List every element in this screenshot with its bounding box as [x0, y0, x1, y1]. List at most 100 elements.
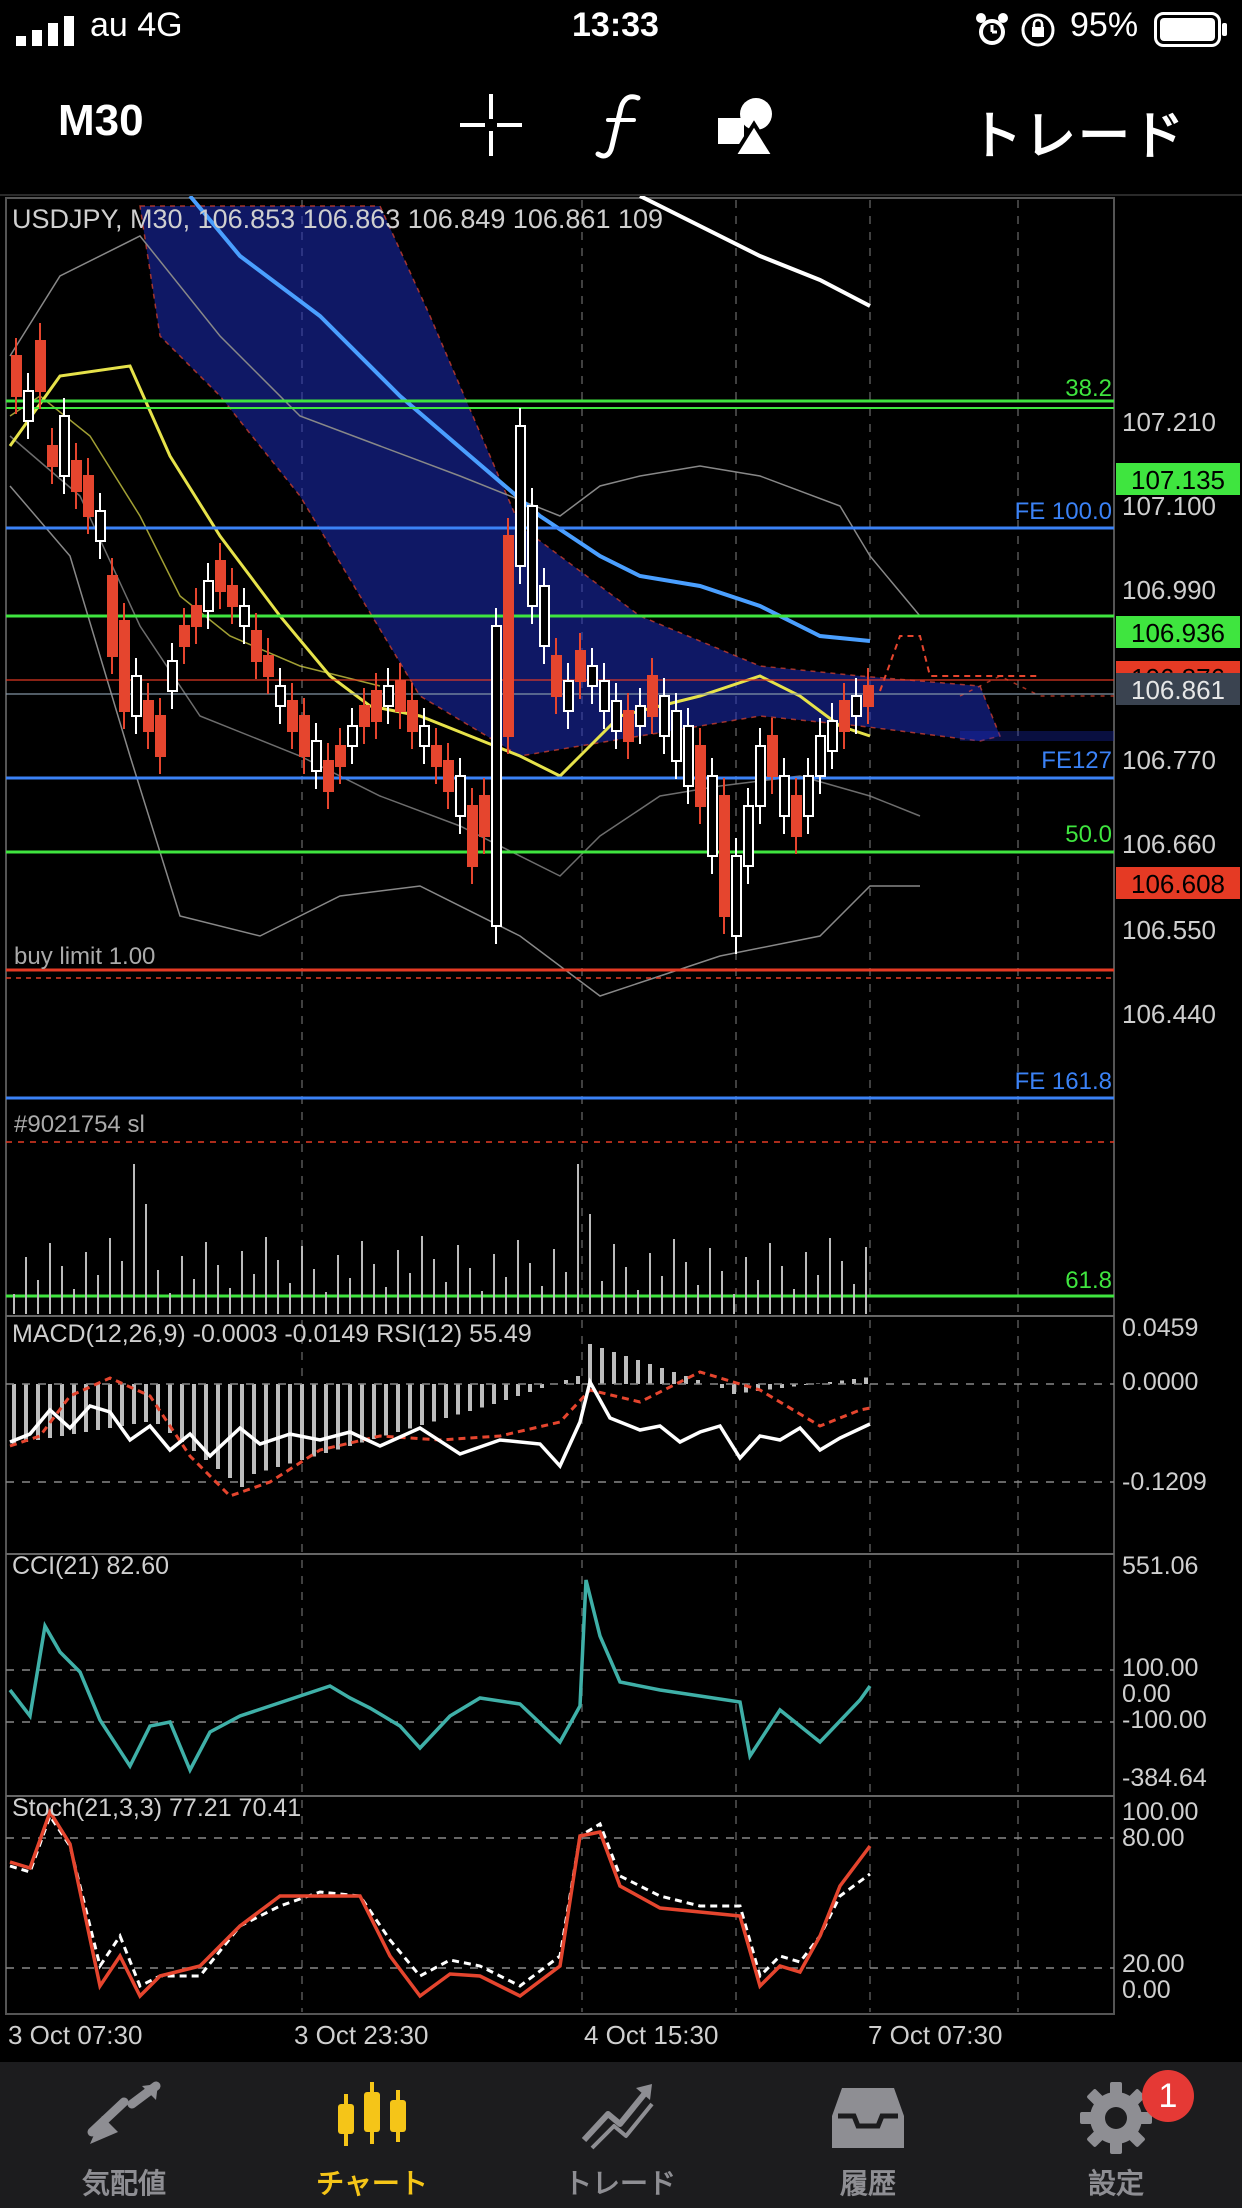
macd-histogram-bar — [192, 1384, 196, 1451]
quotes-icon — [87, 2081, 161, 2144]
candle-body — [707, 775, 718, 857]
trade-button[interactable]: トレード — [969, 108, 1186, 166]
tab-label: トレード — [563, 2168, 676, 2199]
candle-body — [431, 745, 442, 767]
macd-histogram-bar — [444, 1384, 448, 1418]
tab-label: 気配値 — [81, 2168, 166, 2199]
macd-histogram-bar — [324, 1384, 328, 1453]
candle-body — [503, 535, 514, 737]
price-tag: 106.936 — [1131, 618, 1225, 648]
candle-body — [851, 695, 862, 717]
macd-title: MACD(12,26,9) -0.0003 -0.0149 RSI(12) 55… — [12, 1320, 532, 1348]
price-tick: 106.440 — [1122, 999, 1216, 1029]
stoch-title: Stoch(21,3,3) 77.21 70.41 — [12, 1794, 301, 1822]
tab-history[interactable]: 履歴 — [744, 2062, 992, 2208]
macd-histogram-bar — [732, 1384, 736, 1394]
candle-body — [779, 775, 790, 817]
macd-histogram-bar — [576, 1376, 580, 1384]
macd-histogram-bar — [624, 1356, 628, 1384]
candle-body — [179, 625, 190, 647]
rotation-lock-icon — [1021, 13, 1055, 47]
macd-histogram-bar — [720, 1384, 724, 1388]
candle-body — [359, 705, 370, 727]
candle-body — [755, 745, 766, 807]
fib-50-label: 50.0 — [1065, 821, 1112, 848]
settings-icon — [1080, 2082, 1152, 2154]
indicator-scales: 0.04590.0000-0.1209551.06100.000.00-100.… — [1122, 1314, 1207, 2004]
indicator-tick: 551.06 — [1122, 1552, 1198, 1580]
tab-trade[interactable]: トレード — [496, 2062, 744, 2208]
macd-histogram-bar — [600, 1348, 604, 1384]
macd-histogram-bar — [768, 1384, 772, 1390]
candle-body — [635, 705, 646, 727]
macd-histogram-bar — [816, 1383, 820, 1384]
candle-body — [383, 685, 394, 707]
tab-chart[interactable]: チャート — [248, 2062, 496, 2208]
tab-label: 設定 — [1087, 2168, 1144, 2199]
crosshair-icon[interactable] — [456, 90, 526, 160]
candle-body — [791, 795, 802, 837]
candle-body — [251, 630, 262, 662]
candle-body — [71, 460, 82, 492]
candle-body — [563, 680, 574, 712]
indicator-tick: 100.00 — [1122, 1798, 1198, 1826]
candle-body — [827, 720, 838, 752]
period-selector[interactable]: M30 — [58, 96, 144, 145]
macd-histogram-bar — [432, 1384, 436, 1422]
candle-body — [11, 355, 22, 397]
candle-body — [611, 700, 622, 732]
fe-127-label: FE127 — [1041, 747, 1112, 774]
candle-body — [683, 725, 694, 787]
tab-label: 履歴 — [839, 2168, 896, 2199]
chart-toolbar: M30 トレード — [0, 60, 1242, 196]
macd-histogram-bar — [384, 1384, 388, 1436]
macd-histogram-bar — [480, 1384, 484, 1408]
candle-body — [191, 605, 202, 627]
macd-histogram-bar — [492, 1384, 496, 1404]
tab-quotes[interactable]: 気配値 — [0, 2062, 248, 2208]
macd-histogram-bar — [60, 1384, 64, 1436]
price-tag: 107.135 — [1131, 465, 1225, 495]
indicator-tick: 100.00 — [1122, 1654, 1198, 1682]
macd-histogram-bar — [300, 1384, 304, 1460]
candle-body — [647, 675, 658, 717]
tab-bar: 気配値 チャート トレード 履歴 — [0, 2062, 1242, 2208]
macd-histogram-bar — [420, 1384, 424, 1425]
macd-histogram-bar — [684, 1376, 688, 1384]
function-icon[interactable] — [588, 90, 658, 160]
macd-histogram-bar — [108, 1384, 112, 1428]
price-tick: 106.550 — [1122, 915, 1216, 945]
candlesticks — [11, 323, 874, 954]
fib-382-label: 38.2 — [1065, 375, 1112, 402]
objects-icon[interactable] — [712, 90, 782, 160]
tab-settings[interactable]: 設定 — [992, 2062, 1240, 2208]
stop-loss-label[interactable]: #9021754 sl — [14, 1111, 145, 1138]
price-chart[interactable]: USDJPY, M30, 106.853 106.863 106.849 106… — [0, 194, 1242, 2060]
macd-histogram-bar — [312, 1384, 316, 1457]
candle-body — [275, 685, 286, 707]
candle-body — [695, 745, 706, 807]
time-label: 4 Oct 15:30 — [584, 2020, 718, 2050]
price-tick: 107.100 — [1122, 491, 1216, 521]
candle-body — [815, 735, 826, 777]
candle-body — [395, 680, 406, 712]
candle-body — [299, 715, 310, 757]
macd-histogram-bar — [264, 1384, 268, 1471]
indicator-tick: 0.0000 — [1122, 1368, 1198, 1396]
price-tick: 106.990 — [1122, 575, 1216, 605]
macd-histogram-bar — [288, 1384, 292, 1464]
alarm-icon — [976, 13, 1008, 45]
candle-body — [803, 775, 814, 817]
macd-histogram-bar — [864, 1377, 868, 1384]
candle-body — [239, 605, 250, 627]
candle-body — [479, 795, 490, 837]
chart-canvas[interactable]: USDJPY, M30, 106.853 106.863 106.849 106… — [0, 194, 1242, 2060]
macd-histogram-bar — [132, 1384, 136, 1424]
macd-histogram-bar — [12, 1384, 16, 1444]
macd-histogram-bar — [528, 1384, 532, 1392]
candle-body — [215, 560, 226, 592]
buy-limit-label[interactable]: buy limit 1.00 — [14, 943, 155, 970]
macd-histogram-bar — [336, 1384, 340, 1450]
macd-histogram-bar — [36, 1384, 40, 1440]
